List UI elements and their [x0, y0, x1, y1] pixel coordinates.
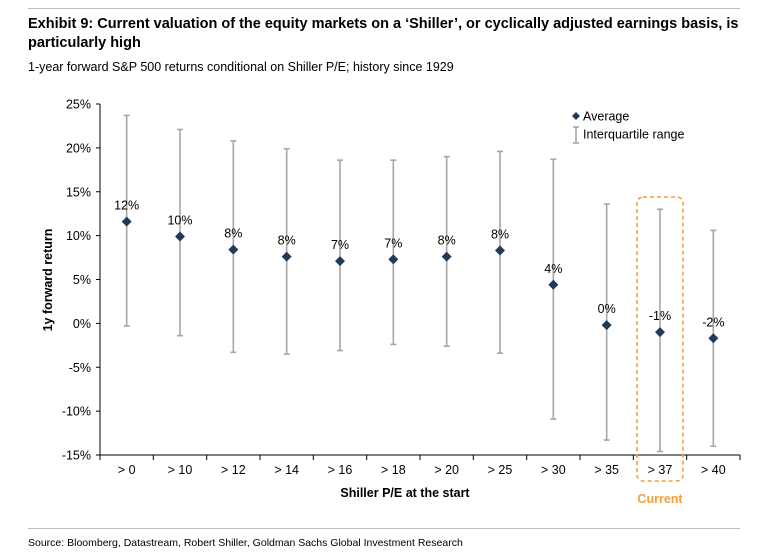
x-tick-label: > 12 — [221, 463, 246, 477]
current-label: Current — [637, 492, 683, 506]
data-label: 8% — [278, 234, 296, 248]
x-tick-label: > 0 — [118, 463, 136, 477]
y-tick-label: -15% — [62, 449, 91, 463]
average-markers — [121, 216, 719, 344]
legend-marker-average — [572, 112, 580, 120]
average-marker — [281, 251, 292, 262]
bottom-rule — [28, 528, 740, 529]
y-tick-label: 0% — [73, 317, 91, 331]
y-tick-label: 15% — [66, 185, 91, 199]
chart-title: Exhibit 9: Current valuation of the equi… — [28, 16, 739, 51]
axes — [96, 103, 741, 460]
data-label: 8% — [491, 228, 509, 242]
y-tick-label: -10% — [62, 405, 91, 419]
source-note: Source: Bloomberg, Datastream, Robert Sh… — [28, 537, 463, 549]
iqr-ranges — [123, 114, 717, 453]
average-marker — [441, 251, 452, 262]
data-label: 8% — [224, 227, 242, 241]
average-marker — [601, 320, 612, 331]
x-tick-label: > 16 — [328, 463, 353, 477]
y-tick-label: 25% — [66, 98, 91, 112]
y-tick-label: -5% — [69, 361, 91, 375]
x-axis-label: Shiller P/E at the start — [340, 486, 470, 500]
legend-label-average: Average — [583, 110, 629, 124]
data-labels: 12% 10% 8% 8% 7% 7% 8% 8% 4% 0% -1% -2% — [114, 199, 724, 330]
x-tick-label: > 40 — [701, 463, 726, 477]
chart-subtitle: 1-year forward S&P 500 returns condition… — [28, 60, 454, 74]
data-label: -2% — [702, 315, 724, 329]
x-tick-label: > 20 — [434, 463, 459, 477]
x-tick-label: > 35 — [594, 463, 619, 477]
data-label: 8% — [438, 234, 456, 248]
top-rule — [28, 8, 740, 9]
average-marker — [121, 216, 132, 227]
legend: Average Interquartile range — [572, 110, 685, 144]
x-tick-label: > 37 — [648, 463, 673, 477]
average-marker — [175, 231, 185, 242]
data-label: 7% — [331, 238, 349, 252]
legend-label-iqr: Interquartile range — [583, 128, 685, 142]
data-label: 0% — [598, 302, 616, 316]
average-marker — [548, 279, 559, 290]
data-label: 10% — [167, 214, 192, 228]
x-tick-label: > 10 — [168, 463, 193, 477]
iqr-range — [337, 159, 343, 352]
y-tick-label: 10% — [66, 229, 91, 243]
y-tick-labels: -15% -10% -5% 0% 5% 10% 15% 20% 25% — [62, 98, 91, 463]
y-tick-label: 20% — [66, 141, 91, 155]
current-highlight: Current — [636, 196, 684, 506]
y-tick-label: 5% — [73, 273, 91, 287]
average-marker — [495, 245, 505, 256]
average-marker — [708, 333, 719, 344]
x-tick-label: > 14 — [274, 463, 299, 477]
iqr-range — [283, 147, 290, 355]
y-axis-label: 1y forward return — [41, 229, 55, 332]
x-tick-label: > 25 — [488, 463, 513, 477]
iqr-range — [443, 155, 450, 347]
average-marker — [388, 254, 399, 265]
average-marker — [335, 256, 345, 267]
iqr-range — [390, 159, 397, 346]
average-marker — [228, 244, 239, 255]
x-tick-labels: > 0 > 10 > 12 > 14 > 16 > 18 > 20 > 25 > 30 > 35 >… — [118, 463, 726, 477]
average-marker — [655, 327, 665, 338]
x-tick-label: > 18 — [381, 463, 406, 477]
current-highlight-box — [636, 196, 684, 482]
data-label: -1% — [649, 309, 671, 323]
data-label: 7% — [384, 236, 402, 250]
data-label: 12% — [114, 199, 139, 213]
x-tick-label: > 30 — [541, 463, 566, 477]
data-label: 4% — [544, 262, 562, 276]
